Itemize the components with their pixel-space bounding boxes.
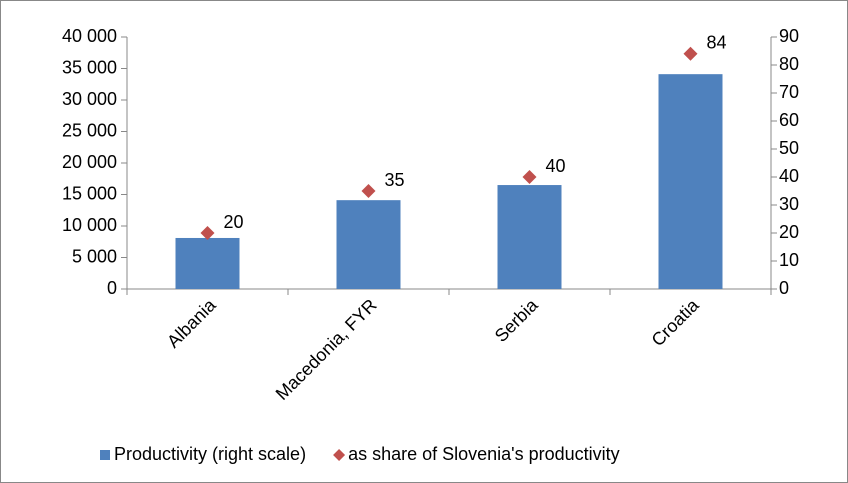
y-tick-label: 35 000 [62, 57, 117, 77]
y2-tick-label: 90 [779, 26, 799, 46]
y2-tick-label: 0 [779, 278, 789, 298]
marker [683, 46, 698, 61]
y2-tick-label: 70 [779, 82, 799, 102]
y2-tick-label: 60 [779, 110, 799, 130]
y-tick-label: 0 [107, 278, 117, 298]
legend-label: as share of Slovenia's productivity [348, 444, 620, 464]
legend-swatch [333, 449, 346, 461]
y-tick-label: 30 000 [62, 89, 117, 109]
data-label: 20 [224, 212, 244, 232]
legend-swatch [100, 450, 110, 460]
y-tick-label: 15 000 [62, 183, 117, 203]
bar [497, 185, 562, 289]
marker [522, 170, 537, 184]
y2-tick-label: 10 [779, 250, 799, 270]
data-label: 84 [707, 33, 727, 53]
y-tick-label: 40 000 [62, 26, 117, 46]
y-tick-label: 25 000 [62, 120, 117, 140]
data-label: 40 [546, 156, 566, 176]
data-label: 35 [385, 170, 405, 190]
legend-label: Productivity (right scale) [114, 444, 306, 464]
y2-tick-label: 40 [779, 166, 799, 186]
y2-tick-label: 30 [779, 194, 799, 214]
bar [336, 200, 401, 289]
y-tick-label: 10 000 [62, 215, 117, 235]
bar [658, 74, 723, 289]
y2-tick-label: 20 [779, 222, 799, 242]
y-tick-label: 5 000 [72, 246, 117, 266]
marker [361, 184, 376, 198]
y2-tick-label: 80 [779, 54, 799, 74]
marker [200, 226, 215, 240]
bar [175, 237, 240, 289]
y-tick-label: 20 000 [62, 152, 117, 172]
y2-tick-label: 50 [779, 138, 799, 158]
